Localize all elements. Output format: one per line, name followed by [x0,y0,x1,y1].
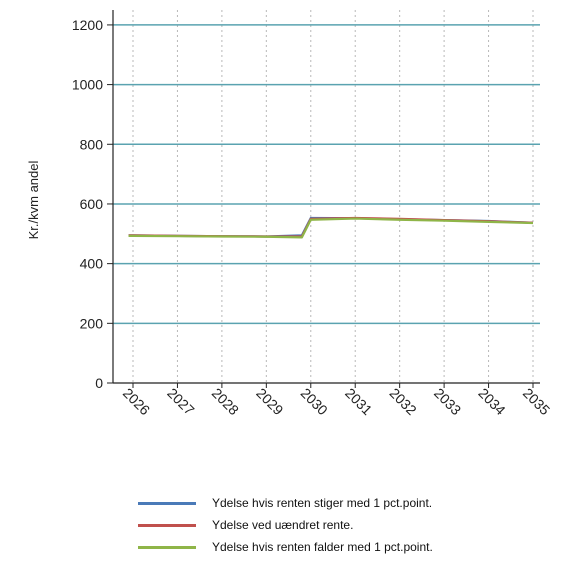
series-line-3 [128,217,534,239]
legend-label-rising-rate: Ydelse hvis renten stiger med 1 pct.poin… [212,496,433,510]
series-layer [128,216,534,239]
x-tick-label-2035: 2035 [520,385,553,418]
y-tick-label-200: 200 [80,315,104,331]
x-tick-label-2028: 2028 [209,385,242,418]
y-tick-label-400: 400 [80,256,104,272]
grid-layer [113,10,540,383]
y-axis-title: Kr./kvm andel [26,161,41,240]
legend-swatch-unchanged-rate [138,523,196,527]
x-tick-label-2034: 2034 [475,385,508,418]
x-tick-label-2029: 2029 [253,385,286,418]
y-tick-label-1000: 1000 [72,77,103,93]
legend-swatch-falling-rate [138,545,196,549]
legend-item-unchanged-rate: Ydelse ved uændret rente. [138,514,433,536]
x-tick-label-2033: 2033 [431,385,464,418]
line-chart: 0 200 400 600 800 1000 1200 2026 2027 2028 2029 203… [26,10,553,418]
y-tick-label-0: 0 [95,375,103,391]
y-tick-label-800: 800 [80,136,104,152]
y-tick-label-600: 600 [80,196,104,212]
x-tick-label-2031: 2031 [342,385,375,418]
legend-item-falling-rate: Ydelse hvis renten falder med 1 pct.poin… [138,536,433,558]
y-tick-label-1200: 1200 [72,17,103,33]
x-tick-label-2032: 2032 [387,385,420,418]
x-tick-label-2030: 2030 [298,385,331,418]
x-tick-label-2027: 2027 [164,385,197,418]
legend-swatch-rising-rate [138,501,196,505]
legend: Ydelse hvis renten stiger med 1 pct.poin… [138,492,433,558]
x-tick-label-2026: 2026 [120,385,153,418]
legend-item-rising-rate: Ydelse hvis renten stiger med 1 pct.poin… [138,492,433,514]
axis-layer: 0 200 400 600 800 1000 1200 2026 2027 2028 2029 203… [72,10,553,418]
legend-label-falling-rate: Ydelse hvis renten falder med 1 pct.poin… [212,540,433,554]
legend-label-unchanged-rate: Ydelse ved uændret rente. [212,518,354,532]
